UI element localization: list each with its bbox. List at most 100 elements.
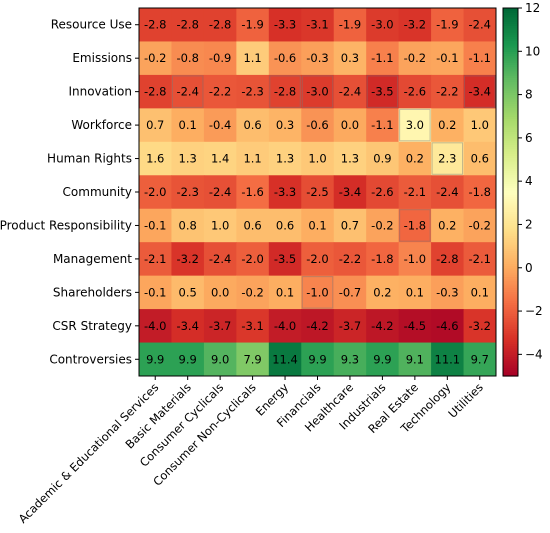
colorbar-tick-label: −4 (525, 347, 543, 361)
colorbar-tick-label: 10 (525, 44, 540, 58)
colorbar-tick-label: 2 (525, 217, 533, 231)
colorbar-segment (503, 192, 518, 195)
colorbar-segment (503, 207, 518, 210)
cell-value-label: 1.0 (308, 152, 326, 166)
colorbar-segment (503, 55, 518, 59)
cell-value-label: -0.4 (209, 118, 231, 132)
highlight-boxes (171, 75, 496, 309)
colorbar-segment (503, 16, 518, 20)
cell-value-label: -3.4 (339, 185, 361, 199)
cell-value-label: -1.8 (469, 185, 491, 199)
colorbar-segment (503, 230, 518, 234)
colorbar-segment (503, 293, 518, 297)
heatmap-cell (398, 108, 432, 143)
colorbar-segment (503, 369, 518, 373)
colorbar-segment (503, 267, 518, 271)
colorbar-segment (503, 144, 518, 148)
cell-value-label: 0.5 (179, 285, 197, 299)
colorbar-segment (503, 181, 518, 184)
cell-value-label: -2.2 (339, 252, 361, 266)
cell-value-label: -4.0 (274, 319, 296, 333)
heatmap-cell (301, 175, 335, 210)
cell-value-label: -0.2 (144, 51, 166, 65)
heatmap-cell (268, 141, 302, 176)
colorbar-segment (503, 29, 518, 33)
cell-value-label: -3.5 (371, 85, 393, 99)
heatmap-cell (139, 41, 172, 76)
cell-value-label: 0.7 (341, 218, 359, 232)
colorbar-segment (503, 337, 518, 340)
cell-value-label: -0.3 (306, 51, 328, 65)
colorbar-segment (503, 96, 518, 100)
heatmap-cell (463, 175, 497, 210)
row-label: Workforce (71, 118, 132, 132)
cell-value-label: 9.7 (471, 352, 489, 366)
heatmap-cell (301, 342, 335, 377)
cell-value-label: -2.8 (209, 18, 231, 32)
cell-value-label: -2.0 (241, 252, 263, 266)
heatmap-cell (171, 342, 205, 377)
colorbar-segment (503, 213, 518, 217)
colorbar-segment (503, 20, 518, 24)
heatmap-cell (268, 242, 302, 277)
heatmap-cell (236, 74, 270, 109)
heatmap-cell (139, 208, 172, 243)
heatmap-cell (463, 242, 497, 277)
cell-value-label: -4.5 (404, 319, 426, 333)
colorbar-segment (503, 127, 518, 130)
colorbar-segment (503, 311, 518, 314)
colorbar-segment (503, 53, 518, 57)
cell-value-label: -2.6 (404, 85, 426, 99)
cell-value-label: -2.5 (306, 185, 328, 199)
row-label: Management (53, 252, 132, 266)
cell-value-label: 0.1 (179, 118, 197, 132)
row-label: CSR Strategy (52, 319, 132, 333)
heatmap-cell (203, 342, 237, 377)
row-label: Shareholders (53, 285, 132, 299)
colorbar-segment (503, 302, 518, 306)
colorbar-segment (503, 289, 518, 293)
cell-value-label: 0.3 (276, 118, 294, 132)
colorbar-tick-label: 8 (525, 88, 533, 102)
heatmap-cell (463, 275, 497, 310)
heatmap-cell (203, 175, 237, 210)
colorbar-segment (503, 72, 518, 76)
colorbar-segment (503, 259, 518, 262)
colorbar-segment (503, 51, 518, 55)
colorbar-segment (503, 23, 518, 26)
cell-value-label: 1.0 (211, 218, 229, 232)
highlight-box (301, 75, 334, 108)
colorbar-segment (503, 328, 518, 332)
heatmap-cell (463, 141, 497, 176)
heatmap-cell (301, 242, 335, 277)
cell-value-label: -1.9 (339, 18, 361, 32)
heatmap-cell (268, 41, 302, 76)
colorbar-segment (503, 330, 518, 334)
cell-value-label: 3.0 (406, 118, 424, 132)
heatmap-cell (236, 208, 270, 243)
colorbar-segment (503, 367, 518, 371)
colorbar-segment (503, 14, 518, 18)
heatmap-cell (301, 141, 335, 176)
cell-value-label: -1.8 (404, 218, 426, 232)
colorbar-segment (503, 222, 518, 226)
cell-value-label: 0.7 (146, 118, 164, 132)
heatmap-cell (398, 342, 432, 377)
heatmap-cell (139, 242, 172, 277)
heatmap-cell (139, 175, 172, 210)
colorbar-segment (503, 114, 518, 117)
row-label: Human Rights (47, 152, 132, 166)
cell-value-label: 0.6 (243, 118, 261, 132)
cell-value-label: -3.4 (176, 319, 198, 333)
heatmap-cell (398, 175, 432, 210)
heatmap-cell (366, 208, 400, 243)
cell-value-label: 9.9 (373, 352, 391, 366)
heatmap-cell-labels: -2.8 -2.8 -2.8 -1.9 -3.3 -3.1 -1.9 -3.0 -3.2 -1.9… (144, 18, 491, 367)
cell-value-label: -2.2 (436, 85, 458, 99)
colorbar-segment (503, 200, 518, 204)
cell-value-label: 9.0 (211, 352, 229, 366)
heatmap-cell (203, 309, 237, 344)
heatmap-cell (203, 208, 237, 243)
row-label: Resource Use (51, 18, 132, 32)
heatmap-cell (398, 8, 432, 42)
